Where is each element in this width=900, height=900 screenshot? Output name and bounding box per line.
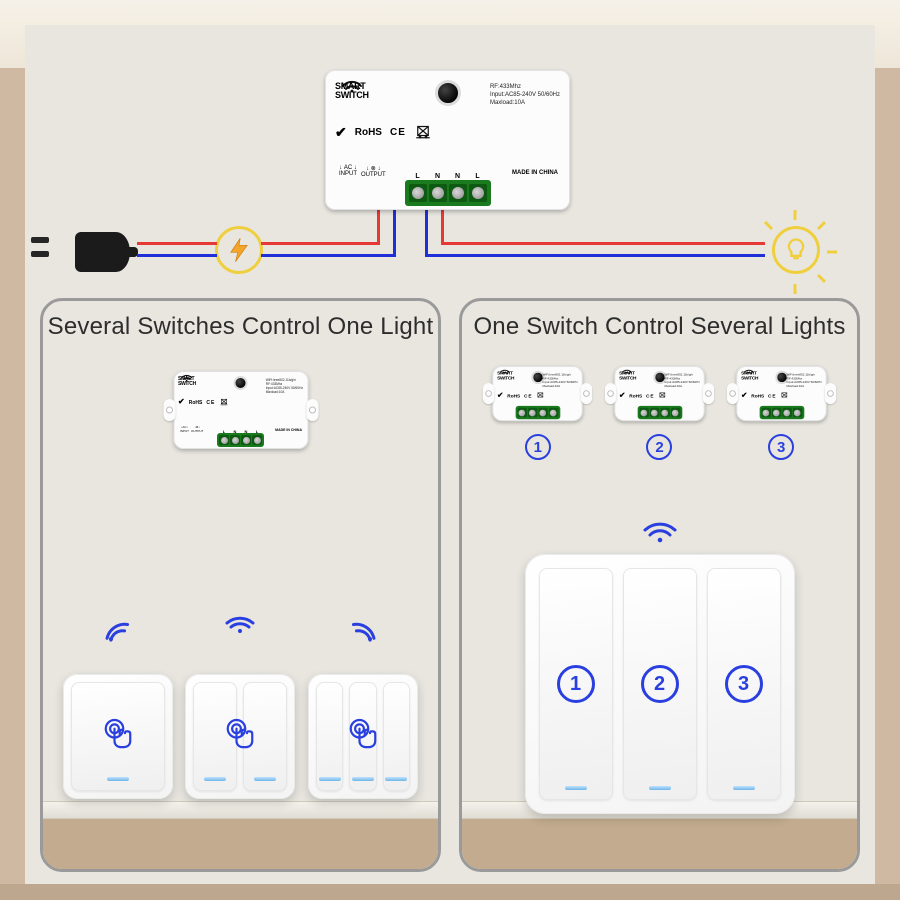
weee-icon [414,122,432,143]
smart-switch-module-small: SMARTSWITCH WiFi:Ieee802.11b/g/n RF:433M… [173,371,308,449]
panel-one-switch-several-lights: One Switch Control Several Lights SMARTS… [459,298,860,872]
module-number-badge: 1 [525,434,551,460]
smart-switch-module-tiny: SMARTSWITCH WiFi:Ieee802.11b/g/nRF:433Mh… [493,366,583,421]
power-source-icon [215,226,263,274]
touch-icon [342,713,384,755]
module-io-labels: ↓ AC ↓INPUT ↓ ⊗ ↓OUTPUT [339,165,386,178]
wall-switch-1gang [63,674,173,799]
touch-icon [97,713,139,755]
smart-switch-module-tiny: SMARTSWITCH WiFi:Ieee802.11b/g/nRF:433Mh… [736,366,826,421]
wifi-signal-icon [223,601,257,635]
smart-switch-module: SMARTSWITCH RF:433Mhz Input:AC85-240V 50… [325,70,570,210]
module-number-badge: 3 [768,434,794,460]
rocker-number: 1 [557,665,595,703]
module-certifications: ✔ RoHS CE [335,122,560,143]
module-brand: SMARTSWITCH [335,82,369,100]
rocker-number: 3 [725,665,763,703]
module-sensor [435,80,461,106]
wifi-signal-icon [349,611,383,645]
wall-switch-3gang [308,674,418,799]
module-specs: RF:433Mhz Input:AC85-240V 50/60Hz Maxloa… [490,84,560,107]
panel-several-switches-one-light: Several Switches Control One Light SMART… [40,298,441,872]
wifi-signal-icon [640,506,680,546]
wiring-diagram: SMARTSWITCH RF:433Mhz Input:AC85-240V 50… [25,30,875,290]
wifi-signal-icon [98,611,132,645]
module-number-badge: 2 [646,434,672,460]
wall-switch-2gang [185,674,295,799]
rocker-number: 2 [641,665,679,703]
panel-right-title: One Switch Control Several Lights [462,313,857,341]
power-plug-icon [45,225,130,280]
smart-switch-module-tiny: SMARTSWITCH WiFi:Ieee802.11b/g/nRF:433Mh… [614,366,704,421]
module-origin: MADE IN CHINA [512,170,558,176]
touch-icon [219,713,261,755]
panel-left-title: Several Switches Control One Light [43,313,438,341]
module-terminals [405,180,491,206]
wall-switch-3gang-large: 1 2 3 [525,554,795,814]
bulb-rays-icon [748,205,843,300]
